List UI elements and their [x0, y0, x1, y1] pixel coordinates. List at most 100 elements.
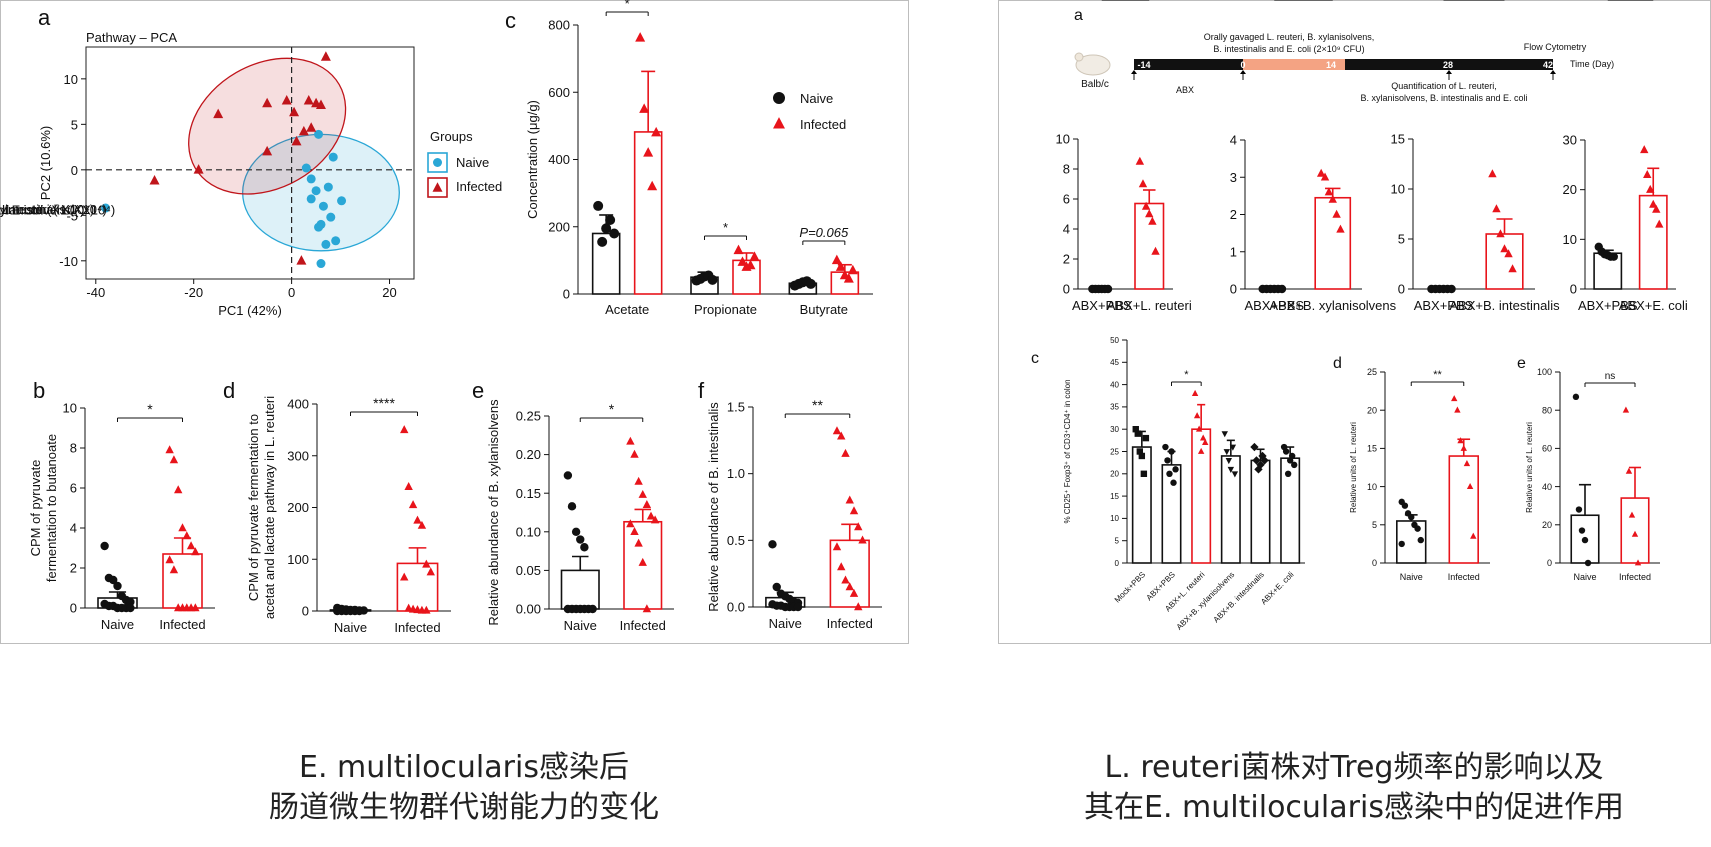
- timeline-arrow-head: [1131, 70, 1137, 74]
- data-point: [174, 485, 183, 494]
- data-point-infected: [298, 125, 309, 136]
- bar: [1448, 455, 1479, 564]
- y-tick-label: 8: [70, 441, 77, 456]
- data-point-infected: [289, 106, 300, 117]
- significance-label: ****: [1115, 0, 1137, 3]
- left-caption-line-1: E. multilocularis感染后: [299, 750, 629, 785]
- legend-label-naive: Naive: [456, 155, 489, 170]
- data-point: [843, 273, 854, 283]
- data-point: [1135, 156, 1145, 165]
- x-tick-label: Infected: [1448, 572, 1480, 582]
- data-point: [1140, 470, 1148, 477]
- significance-label: ****: [1293, 0, 1315, 3]
- y-tick-label: 10: [1367, 482, 1377, 492]
- data-point: [178, 523, 187, 532]
- data-point: [1168, 448, 1175, 455]
- x-tick-label: Naive: [101, 617, 134, 632]
- timeline-segment-gavage: [1243, 59, 1345, 70]
- data-point: [1408, 513, 1415, 521]
- data-point: [182, 531, 191, 540]
- timeline-segment-abx: [1134, 59, 1243, 70]
- bar: [1314, 196, 1352, 290]
- data-point-naive: [331, 236, 341, 246]
- y-axis-label: Relative units of E.coli (X10⁴): [0, 203, 84, 218]
- data-point-infected: [262, 97, 273, 108]
- data-point: [847, 264, 858, 275]
- y-tick-label: 20: [1563, 182, 1577, 197]
- x-tick-label: Naive: [1400, 572, 1423, 582]
- data-point: [1463, 460, 1471, 467]
- data-point: [837, 562, 846, 571]
- x-tick-label: ABX+B. xylanisolvens: [1175, 570, 1237, 632]
- data-point: [1288, 452, 1296, 460]
- x-tick-label: Mock+PBS: [1113, 570, 1148, 605]
- bar: [1250, 459, 1271, 564]
- timeline-day-label: 0: [1240, 60, 1245, 70]
- data-point-infected: [281, 94, 292, 105]
- y-tick-label: 100: [1537, 367, 1552, 377]
- data-point: [1164, 457, 1171, 464]
- data-point: [1575, 506, 1583, 513]
- bar: [1131, 446, 1152, 564]
- y-tick-label: 0: [1063, 282, 1070, 297]
- significance-label: *: [609, 401, 615, 417]
- timeline-segment-followup: [1345, 59, 1553, 70]
- x-tick-label: ABX+PBS: [1244, 298, 1304, 313]
- plot-frame: [85, 46, 415, 280]
- data-point: [601, 223, 612, 234]
- y-tick-label: 15: [1110, 492, 1119, 501]
- y-tick-label: 1: [1230, 244, 1237, 259]
- y-tick-label: 0.10: [516, 524, 541, 539]
- data-point: [1324, 187, 1334, 196]
- y-tick-label: 25: [1110, 447, 1119, 456]
- data-point-infected: [303, 94, 314, 105]
- legend-swatch-naive: [427, 152, 448, 173]
- data-point: [422, 605, 431, 614]
- data-point: [1640, 145, 1649, 154]
- data-point-naive: [337, 196, 347, 206]
- data-point: [635, 32, 646, 42]
- panel-label: a: [38, 5, 51, 30]
- y-axis-label: Relative units of L. reuteri: [1525, 422, 1534, 513]
- timeline-arrow-head: [1240, 70, 1246, 74]
- data-point: [707, 274, 718, 285]
- x-axis-label: PC1 (42%): [218, 303, 282, 318]
- data-point: [1225, 457, 1233, 465]
- data-point: [772, 582, 781, 592]
- y-tick-label: 5: [1398, 232, 1405, 247]
- panel-label: b: [33, 378, 45, 403]
- significance-label: ****: [373, 395, 395, 411]
- y-tick-label: 0: [563, 287, 570, 302]
- data-point: [841, 448, 850, 457]
- data-point: [597, 236, 608, 247]
- data-point: [1229, 444, 1237, 451]
- bar: [560, 569, 600, 610]
- mouse-icon: [1074, 52, 1084, 62]
- data-point: [1227, 466, 1235, 473]
- x-tick-label: 0: [288, 285, 295, 300]
- data-point: [651, 126, 662, 137]
- y-tick-label: 80: [1542, 405, 1552, 415]
- y-axis-label: Relative units of B. intestinalis (X10⁴): [0, 202, 107, 217]
- y-tick-label: 3: [1230, 170, 1237, 185]
- data-point-naive: [311, 186, 321, 196]
- significance-label: P=0.065: [799, 225, 849, 240]
- chart-title: Pathway – PCA: [86, 30, 177, 45]
- y-tick-label: 10: [1056, 132, 1070, 147]
- timeline-day-label: 42: [1543, 60, 1553, 70]
- data-point: [109, 575, 118, 585]
- legend-marker-naive: [433, 158, 442, 167]
- flow-cytometry-label: Flow Cytometry: [1524, 42, 1587, 52]
- data-point: [571, 527, 581, 536]
- y-tick-label: 1.0: [727, 466, 745, 481]
- y-tick-label: 600: [548, 85, 570, 100]
- y-tick-label: 40: [1542, 482, 1552, 492]
- panel-label: e: [1517, 355, 1526, 372]
- data-point: [1643, 169, 1652, 178]
- data-point: [1103, 284, 1113, 294]
- data-point: [646, 511, 656, 520]
- data-point: [841, 575, 850, 584]
- y-tick-label: 100: [287, 552, 309, 567]
- data-point: [1447, 284, 1456, 294]
